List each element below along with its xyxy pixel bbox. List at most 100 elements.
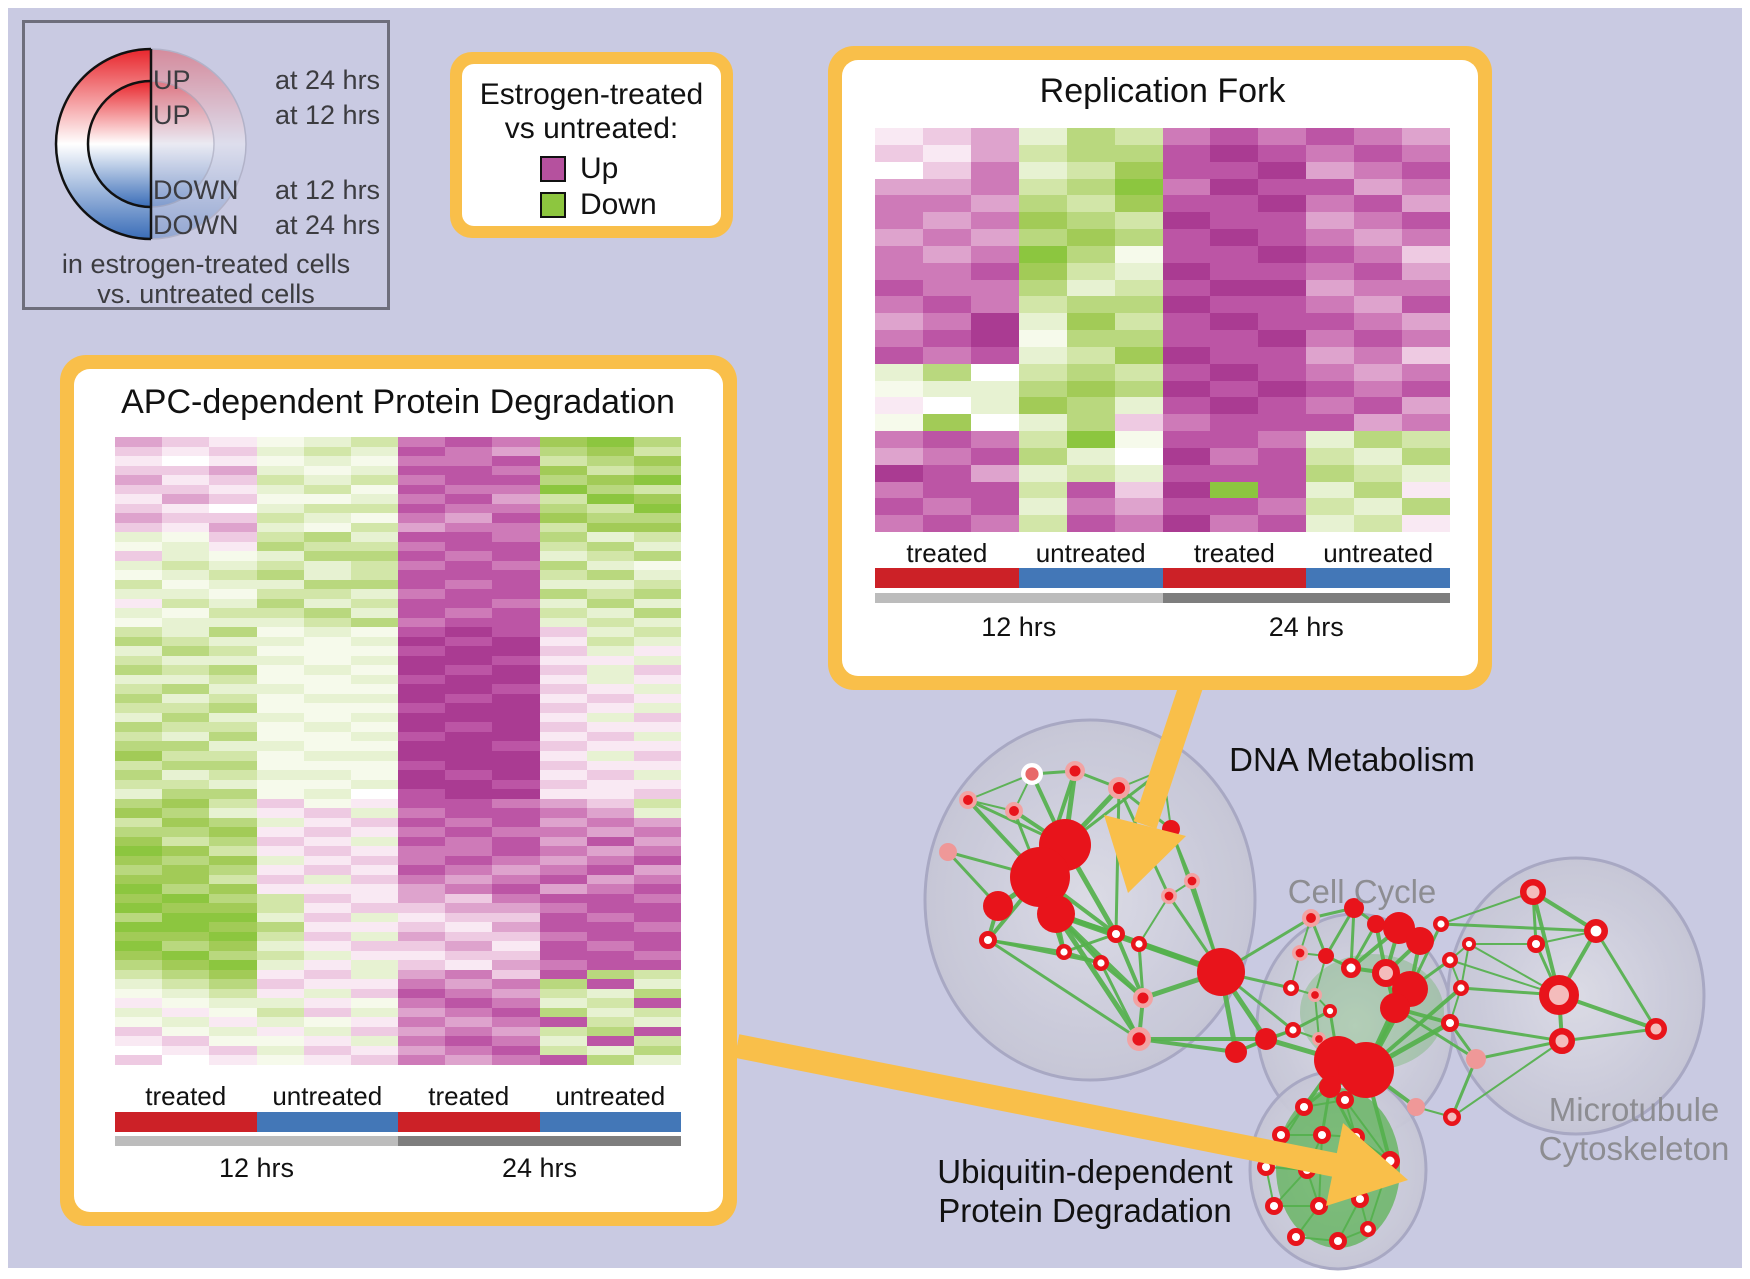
color-legend-title-1: Estrogen-treated (479, 78, 704, 111)
heatmap-cell (162, 741, 210, 751)
heatmap-cell (350, 798, 398, 809)
heatmap-cell (1210, 481, 1259, 499)
heatmap-cell (1018, 279, 1067, 297)
network-edge (1137, 1037, 1238, 1054)
heatmap-cell (1018, 464, 1067, 482)
heatmap-cell (1114, 128, 1163, 145)
heatmap-cell (539, 893, 587, 904)
heatmap-cell (492, 846, 540, 856)
heatmap-cell (256, 456, 304, 466)
heatmap-cell (875, 431, 923, 448)
heatmap-cell (492, 865, 540, 875)
heatmap-cell (633, 817, 681, 828)
heatmap-cell (350, 722, 398, 732)
heatmap-cell (1306, 414, 1355, 431)
heatmap-cell (398, 893, 446, 904)
heatmap-cell (492, 731, 540, 742)
heatmap-cell (1402, 330, 1450, 347)
heatmap-cell (539, 646, 587, 656)
heatmap-cell (970, 178, 1019, 196)
heatmap-cell (970, 212, 1019, 229)
heatmap-cell (162, 960, 210, 970)
heatmap-cell (586, 855, 634, 866)
heatmap-cell (350, 598, 398, 609)
updown-gradient-circles-icon (54, 47, 247, 241)
heatmap-cell (1114, 144, 1163, 162)
heatmap-cell (398, 998, 446, 1008)
heatmap-cell (633, 560, 681, 571)
heatmap-cell (445, 608, 493, 618)
heatmap-cell (633, 712, 681, 723)
heatmap-cell (256, 437, 304, 447)
heatmap-cell (445, 1017, 493, 1027)
heatmap-cell (256, 684, 304, 694)
heatmap-cell (398, 950, 446, 961)
heatmap-cell (209, 950, 257, 961)
heatmap-cell (256, 665, 304, 675)
heatmap-cell (209, 789, 257, 799)
heatmap-cell (350, 589, 398, 599)
group-label: treated (906, 538, 988, 568)
heatmap-cell (633, 770, 681, 780)
heatmap-cell (209, 589, 257, 599)
network-edge (1560, 1027, 1658, 1043)
heatmap-cell (922, 262, 971, 280)
heatmap-cell (633, 912, 681, 923)
heatmap-cell (303, 741, 351, 751)
heatmap-cell (445, 884, 493, 894)
heatmap-cell (492, 912, 540, 923)
heatmap-cell (492, 703, 540, 713)
heatmap-cell (303, 551, 351, 561)
heatmap-cell (1210, 144, 1259, 162)
heatmap-cell (350, 950, 398, 961)
heatmap-cell (875, 279, 923, 297)
heatmap-cell (256, 770, 304, 780)
heatmap-cell (875, 330, 923, 347)
heatmap-cell (1210, 414, 1259, 431)
heatmap-cell (350, 513, 398, 523)
heatmap-cell (492, 808, 540, 818)
heatmap-cell (303, 646, 351, 656)
heatmap-cell (350, 827, 398, 837)
heatmap-cell (1018, 363, 1067, 381)
heatmap-cell (256, 703, 304, 713)
heatmap-cell (162, 1017, 210, 1027)
heatmap-cell (586, 741, 634, 751)
heatmap-cell (492, 789, 540, 799)
heatmap-cell (445, 836, 493, 847)
group-label: untreated (272, 1081, 383, 1111)
heatmap-cell (1066, 346, 1115, 364)
heatmap-cell (209, 998, 257, 1008)
heatmap-cell (1114, 346, 1163, 364)
heatmap-cell (1306, 279, 1355, 297)
heatmap-cell (350, 855, 398, 866)
heatmap-cell (445, 770, 493, 780)
heatmap-cell (1306, 161, 1355, 179)
heatmap-cell (115, 903, 163, 913)
gene-node (1440, 1013, 1459, 1032)
heatmap-cell (1066, 363, 1115, 381)
gene-node (1309, 1196, 1328, 1215)
heatmap-cell (586, 570, 634, 580)
heatmap-cell (398, 808, 446, 818)
gene-node (1323, 1003, 1338, 1018)
heatmap-cell (256, 1007, 304, 1018)
heatmap-cell (875, 313, 923, 330)
heatmap-cell (162, 789, 210, 799)
heatmap-cell (162, 827, 210, 837)
heatmap-cell (209, 456, 257, 466)
heatmap-cell (922, 380, 971, 398)
heatmap-cell (256, 808, 304, 818)
heatmap-cell (256, 560, 304, 571)
gene-node (1225, 1041, 1247, 1063)
heatmap-cell (539, 817, 587, 828)
heatmap-cell (398, 570, 446, 580)
heatmap-cell (875, 464, 923, 482)
heatmap-cell (539, 789, 587, 799)
heatmap-cell (1258, 498, 1307, 516)
heatmap-cell (970, 363, 1019, 381)
heatmap-cell (586, 484, 634, 495)
heatmap-cell (1402, 498, 1450, 516)
heatmap-cell (256, 731, 304, 742)
network-edge (1114, 932, 1145, 1000)
